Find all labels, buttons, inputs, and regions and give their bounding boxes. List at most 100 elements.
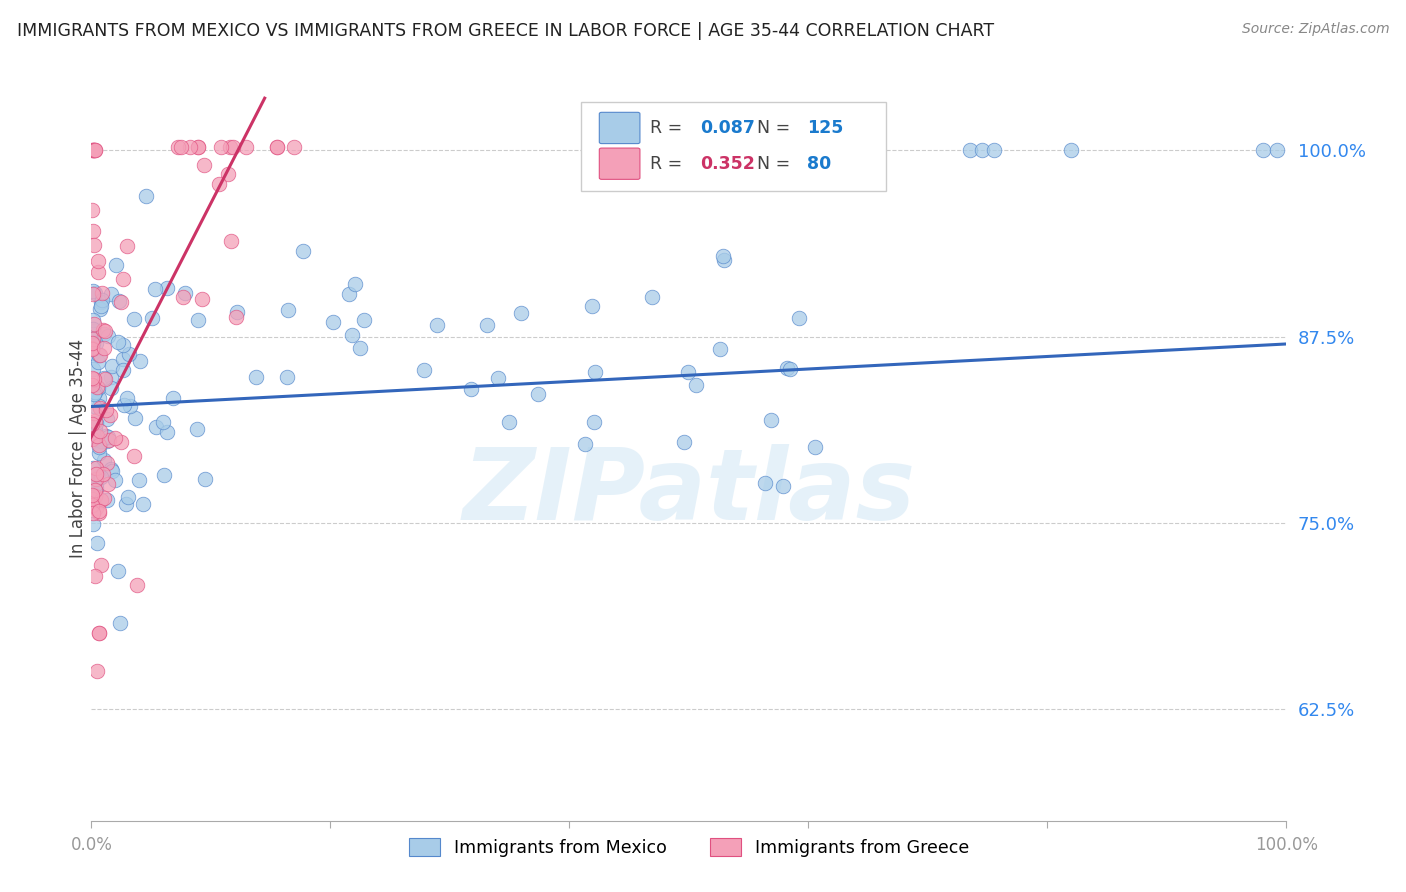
Point <box>84 472 107 486</box>
Point <box>194 473 217 487</box>
Point <box>83 371 105 385</box>
Point <box>187 140 209 154</box>
Point <box>80 499 103 513</box>
Point <box>96 492 118 507</box>
Point <box>87 265 110 279</box>
Point <box>222 140 245 154</box>
Point <box>208 177 231 191</box>
Point <box>82 362 104 376</box>
Point <box>90 294 112 309</box>
Point <box>709 342 731 356</box>
Point <box>107 334 129 349</box>
Point <box>209 140 232 154</box>
Point <box>510 305 533 319</box>
Point <box>83 489 105 503</box>
Point <box>713 253 735 268</box>
Point <box>82 335 104 350</box>
Point <box>193 158 215 172</box>
Point <box>143 282 166 296</box>
Point <box>93 491 115 505</box>
Point <box>172 290 194 304</box>
Text: 80: 80 <box>807 154 831 173</box>
Point <box>91 323 114 337</box>
Point <box>100 464 122 478</box>
Point <box>761 413 783 427</box>
Point <box>93 467 115 481</box>
Point <box>343 277 366 291</box>
Point <box>86 461 108 475</box>
Point <box>89 348 111 362</box>
Point <box>110 295 132 310</box>
Point <box>89 401 111 415</box>
Point <box>100 462 122 476</box>
Point <box>87 446 110 460</box>
Point <box>959 143 981 157</box>
Point <box>115 497 138 511</box>
Point <box>84 423 107 437</box>
Point <box>84 483 107 497</box>
Point <box>104 473 127 487</box>
Point <box>117 490 139 504</box>
Point <box>486 370 509 384</box>
Point <box>82 506 104 520</box>
Point <box>93 341 115 355</box>
Point <box>83 420 105 434</box>
Point <box>89 348 111 362</box>
Point <box>94 428 117 442</box>
Point <box>82 143 104 157</box>
Point <box>97 329 120 343</box>
Point <box>80 378 103 392</box>
Point <box>90 558 112 572</box>
Point <box>94 372 117 386</box>
Point <box>87 253 110 268</box>
Point <box>225 310 247 324</box>
Point <box>96 434 118 449</box>
Text: 0.087: 0.087 <box>700 119 755 137</box>
Point <box>96 412 118 426</box>
Point <box>583 415 606 429</box>
Point <box>82 285 104 299</box>
Point <box>97 433 120 447</box>
Point <box>90 492 112 507</box>
Point <box>84 472 107 486</box>
Point <box>641 290 664 304</box>
Point <box>87 504 110 518</box>
Point <box>90 434 112 448</box>
Point <box>89 391 111 405</box>
Point <box>245 369 267 384</box>
Point <box>115 239 138 253</box>
Point <box>266 140 288 154</box>
Point <box>1265 143 1288 157</box>
Point <box>86 536 108 550</box>
Point <box>118 399 141 413</box>
Point <box>87 381 110 395</box>
Point <box>87 438 110 452</box>
Point <box>673 434 696 449</box>
Point <box>93 327 115 342</box>
Point <box>83 238 105 252</box>
Point <box>186 422 208 436</box>
Point <box>173 286 195 301</box>
Point <box>82 517 104 532</box>
Point <box>353 313 375 327</box>
Point <box>82 342 104 356</box>
Point <box>221 235 243 249</box>
Point <box>98 409 121 423</box>
Point <box>128 473 150 487</box>
Point <box>124 410 146 425</box>
Point <box>86 380 108 394</box>
Point <box>80 143 103 157</box>
Point <box>83 143 105 157</box>
Point <box>170 140 193 154</box>
Text: IMMIGRANTS FROM MEXICO VS IMMIGRANTS FROM GREECE IN LABOR FORCE | AGE 35-44 CORR: IMMIGRANTS FROM MEXICO VS IMMIGRANTS FRO… <box>17 22 994 40</box>
Point <box>100 359 122 374</box>
Point <box>83 384 105 399</box>
Point <box>475 318 498 333</box>
Point <box>82 461 104 475</box>
Point <box>84 336 107 351</box>
Point <box>779 362 801 376</box>
Point <box>179 140 201 154</box>
Y-axis label: In Labor Force | Age 35-44: In Labor Force | Age 35-44 <box>69 339 87 558</box>
Point <box>266 140 288 154</box>
Point <box>135 188 157 202</box>
